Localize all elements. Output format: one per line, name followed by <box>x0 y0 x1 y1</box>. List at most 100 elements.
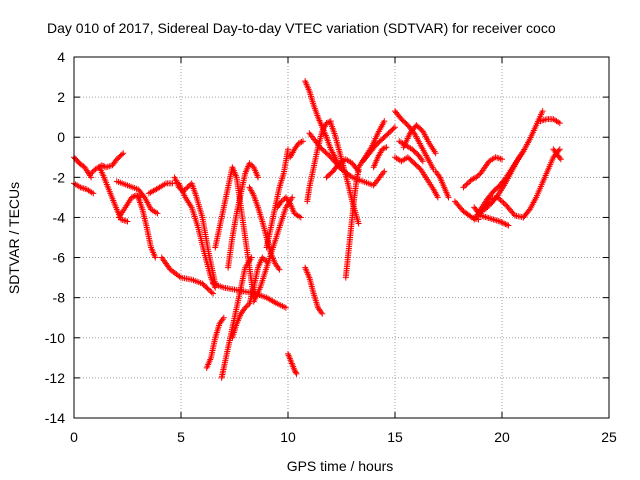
data-point <box>326 118 333 125</box>
data-point <box>100 162 107 169</box>
data-point <box>245 302 252 309</box>
data-point <box>246 160 253 167</box>
series-pass-16 <box>229 254 270 341</box>
data-point <box>494 194 501 201</box>
data-point <box>466 179 473 186</box>
data-point <box>419 158 426 165</box>
data-point <box>474 172 481 179</box>
data-point <box>118 151 125 158</box>
data-point <box>120 150 127 157</box>
data-point <box>539 108 546 115</box>
data-point <box>500 199 507 206</box>
data-point <box>380 145 387 152</box>
data-point <box>276 266 283 273</box>
series-pass-35 <box>392 154 441 201</box>
data-point <box>319 146 326 153</box>
series-pass-32 <box>355 118 388 171</box>
y-tick-label: -14 <box>45 410 65 426</box>
series-pass-03 <box>88 150 127 177</box>
data-point <box>278 198 285 205</box>
series-pass-33 <box>370 144 390 171</box>
data-point <box>205 286 212 293</box>
data-point <box>469 176 476 183</box>
series-pass-21 <box>274 194 304 221</box>
grid <box>74 57 609 418</box>
data-point <box>496 218 503 225</box>
data-point <box>255 174 262 181</box>
data-point <box>501 201 508 208</box>
data-point <box>556 154 563 161</box>
chart-title: Day 010 of 2017, Sidereal Day-to-day VTE… <box>47 20 556 36</box>
y-tick-label: 2 <box>57 89 65 105</box>
data-point <box>497 197 504 204</box>
data-point <box>289 194 296 201</box>
data-point <box>467 213 474 220</box>
series-pass-17 <box>225 160 262 271</box>
series-pass-07 <box>135 194 159 261</box>
data-point <box>505 222 512 229</box>
data-point <box>326 153 333 160</box>
data-point <box>556 120 563 127</box>
data-point <box>383 144 390 151</box>
data-point <box>464 180 471 187</box>
data-point <box>390 125 397 132</box>
y-tick-label: 0 <box>57 129 65 145</box>
data-point <box>322 149 329 156</box>
data-point <box>152 254 159 261</box>
x-tick-label: 20 <box>494 429 510 445</box>
y-tick-label: -4 <box>53 209 66 225</box>
data-point <box>323 150 330 157</box>
data-point <box>502 221 509 228</box>
data-point <box>140 193 147 200</box>
y-tick-label: 4 <box>57 49 65 65</box>
data-point <box>128 194 135 201</box>
data-point <box>470 175 477 182</box>
data-point <box>154 210 161 217</box>
data-point <box>249 162 256 169</box>
data-point <box>556 146 563 153</box>
data-point <box>463 181 470 188</box>
data-point <box>445 194 452 201</box>
data-point <box>220 314 227 321</box>
y-tick-label: -6 <box>53 250 66 266</box>
plot-frame <box>73 56 610 419</box>
series-pass-11 <box>175 180 219 291</box>
data-point <box>134 193 141 200</box>
data-point <box>242 304 249 311</box>
data-point <box>293 370 300 377</box>
series-pass-41 <box>471 204 512 229</box>
series-pass-24 <box>302 264 326 317</box>
data-point <box>124 218 131 225</box>
x-tick-label: 10 <box>280 429 296 445</box>
data-point <box>207 287 214 294</box>
data-point <box>291 366 298 373</box>
data-point <box>184 184 191 191</box>
data-point <box>499 156 505 163</box>
data-points <box>71 78 564 381</box>
data-point <box>90 190 97 197</box>
data-point <box>292 369 299 376</box>
data-point <box>248 254 255 261</box>
data-point <box>432 150 439 157</box>
data-point <box>381 118 388 125</box>
series-pass-15 <box>203 314 227 371</box>
series-pass-23 <box>285 350 300 377</box>
data-point <box>382 144 389 151</box>
y-axis-label: SDTVAR / TECUs <box>6 182 22 294</box>
x-tick-label: 15 <box>387 429 403 445</box>
data-point <box>473 174 480 181</box>
data-point <box>498 219 505 226</box>
y-tick-label: -12 <box>45 370 65 386</box>
data-point <box>460 184 467 191</box>
data-point <box>499 198 505 205</box>
y-tick-label: -10 <box>45 330 65 346</box>
data-point <box>434 194 441 201</box>
data-point <box>525 207 532 214</box>
series-pass-19 <box>250 194 296 305</box>
series-pass-46 <box>550 146 564 163</box>
series-pass-08 <box>145 180 176 197</box>
data-point <box>282 304 289 311</box>
data-point <box>204 285 211 292</box>
